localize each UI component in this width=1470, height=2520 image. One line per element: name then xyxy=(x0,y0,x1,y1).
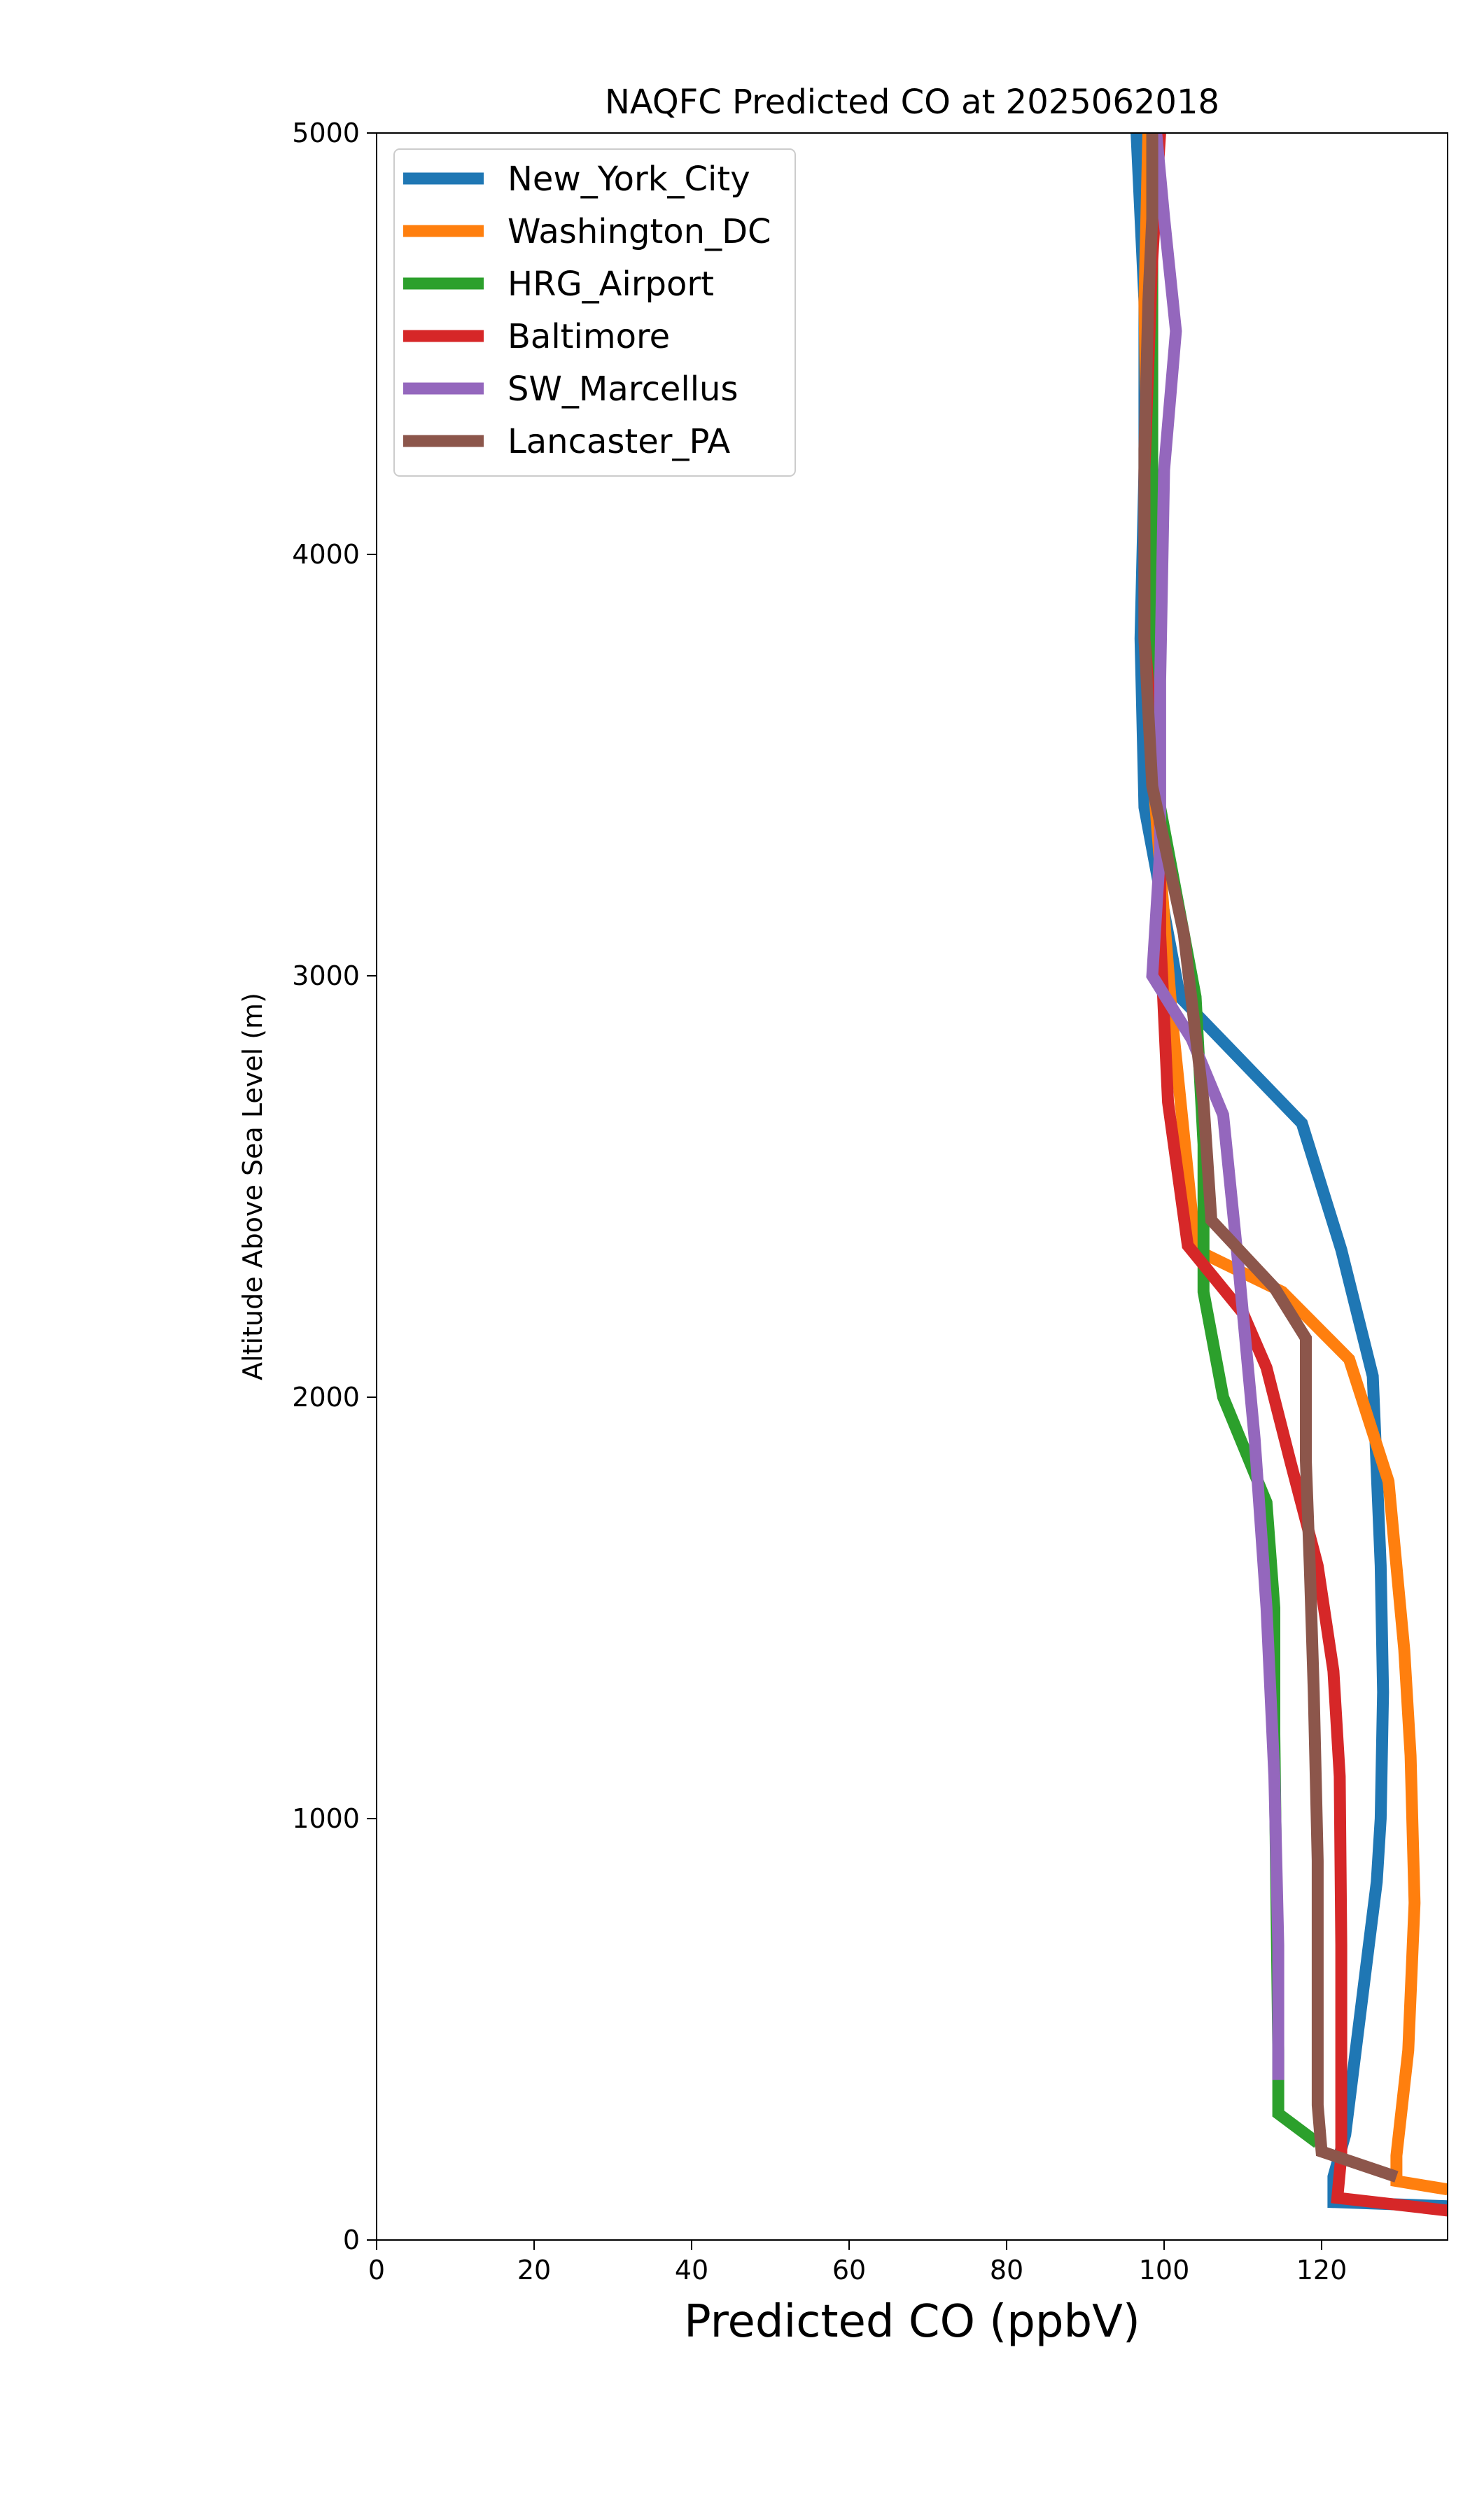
x-tick-label: 20 xyxy=(517,2255,551,2286)
legend-box xyxy=(393,148,796,477)
legend-label-lancaster-pa: Lancaster_PA xyxy=(507,422,730,461)
x-tick-label: 60 xyxy=(832,2255,866,2286)
legend-label-hrg-airport: HRG_Airport xyxy=(507,265,714,304)
y-tick-label: 1000 xyxy=(292,1803,360,1834)
legend-label-new-york-city: New_York_City xyxy=(507,160,750,199)
x-tick-label: 80 xyxy=(990,2255,1023,2286)
x-tick-label: 120 xyxy=(1296,2255,1348,2286)
legend-label-baltimore: Baltimore xyxy=(507,317,670,356)
series-line-lancaster-pa xyxy=(1138,133,1399,2183)
x-axis-label: Predicted CO (ppbV) xyxy=(684,2296,1140,2348)
y-tick-label: 5000 xyxy=(292,118,360,148)
series-layer xyxy=(1130,133,1448,2217)
x-axis: 0 20 40 60 80 100 120 xyxy=(368,2240,1347,2286)
y-axis: 0 1000 2000 3000 4000 5000 xyxy=(292,118,377,2255)
y-tick-label: 4000 xyxy=(292,539,360,570)
y-tick-label: 3000 xyxy=(292,960,360,991)
y-tick-label: 0 xyxy=(343,2225,360,2255)
y-tick-label: 2000 xyxy=(292,1382,360,1413)
legend-label-washington-dc: Washington_DC xyxy=(507,212,771,251)
legend: New_York_City Washington_DC HRG_Airport Bal… xyxy=(393,148,796,477)
y-axis-label: Altitude Above Sea Level (m) xyxy=(237,993,268,1380)
x-tick-label: 0 xyxy=(368,2255,385,2286)
x-tick-label: 100 xyxy=(1139,2255,1190,2286)
x-tick-label: 40 xyxy=(675,2255,708,2286)
legend-label-sw-marcellus: SW_Marcellus xyxy=(507,370,738,409)
chart-title: NAQFC Predicted CO at 2025062018 xyxy=(605,83,1219,122)
plot-frame xyxy=(376,132,1448,2241)
